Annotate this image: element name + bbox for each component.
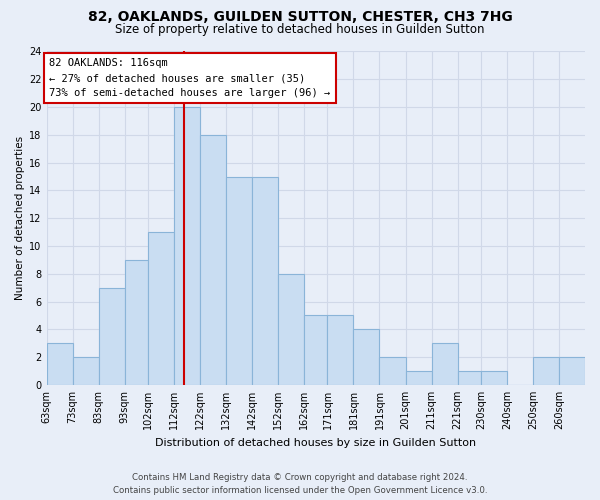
Bar [174, 107, 200, 385]
Text: Size of property relative to detached houses in Guilden Sutton: Size of property relative to detached ho… [115, 22, 485, 36]
Bar [226, 176, 252, 385]
Text: 82, OAKLANDS, GUILDEN SUTTON, CHESTER, CH3 7HG: 82, OAKLANDS, GUILDEN SUTTON, CHESTER, C… [88, 10, 512, 24]
Bar [481, 371, 507, 385]
Bar [406, 371, 431, 385]
Bar [304, 316, 328, 385]
Text: 82 OAKLANDS: 116sqm
← 27% of detached houses are smaller (35)
73% of semi-detach: 82 OAKLANDS: 116sqm ← 27% of detached ho… [49, 58, 331, 98]
Text: Contains HM Land Registry data © Crown copyright and database right 2024.
Contai: Contains HM Land Registry data © Crown c… [113, 474, 487, 495]
Bar [533, 357, 559, 385]
Bar [458, 371, 481, 385]
Bar [252, 176, 278, 385]
Bar [431, 344, 458, 385]
Bar [379, 357, 406, 385]
Bar [353, 330, 379, 385]
X-axis label: Distribution of detached houses by size in Guilden Sutton: Distribution of detached houses by size … [155, 438, 476, 448]
Bar [73, 357, 98, 385]
Bar [125, 260, 148, 385]
Bar [559, 357, 585, 385]
Bar [148, 232, 174, 385]
Bar [47, 344, 73, 385]
Bar [98, 288, 125, 385]
Bar [200, 135, 226, 385]
Bar [328, 316, 353, 385]
Y-axis label: Number of detached properties: Number of detached properties [15, 136, 25, 300]
Bar [278, 274, 304, 385]
